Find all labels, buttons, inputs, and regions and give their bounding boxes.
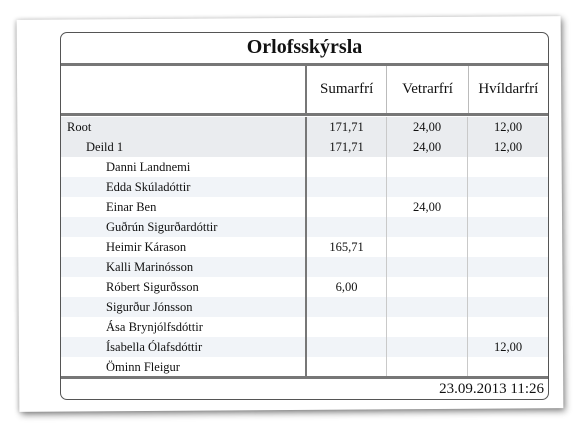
column-header-sumarfri: Sumarfrí [307, 66, 388, 113]
cell-hvildarfri [468, 157, 548, 177]
cell-hvildarfri [468, 317, 548, 337]
row-name: Kalli Marinósson [61, 257, 307, 277]
cell-hvildarfri [468, 357, 548, 377]
cell-sumarfri [307, 357, 387, 377]
report-timestamp: 23.09.2013 11:26 [61, 376, 548, 399]
cell-sumarfri [307, 217, 387, 237]
row-name: Guðrún Sigurðardóttir [61, 217, 307, 237]
row-name: Deild 1 [61, 137, 307, 157]
table-row: Root 171,71 24,00 12,00 [61, 117, 548, 137]
cell-vetrarfri [387, 177, 468, 197]
column-header-vetrarfri: Vetrarfrí [387, 66, 469, 113]
row-name: Danni Landnemi [61, 157, 307, 177]
cell-hvildarfri: 12,00 [468, 117, 548, 137]
cell-sumarfri [307, 197, 387, 217]
name-column-header [61, 66, 307, 113]
cell-sumarfri: 6,00 [307, 277, 387, 297]
cell-vetrarfri [387, 217, 468, 237]
cell-sumarfri: 171,71 [307, 117, 387, 137]
cell-hvildarfri [468, 217, 548, 237]
table-row: Róbert Sigurðsson 6,00 [61, 277, 548, 297]
table-row: Edda Skúladóttir [61, 177, 548, 197]
row-name: Ísabella Ólafsdóttir [61, 337, 307, 357]
cell-vetrarfri: 24,00 [387, 117, 468, 137]
table-row: Guðrún Sigurðardóttir [61, 217, 548, 237]
table-row: Ísabella Ólafsdóttir 12,00 [61, 337, 548, 357]
row-name: Edda Skúladóttir [61, 177, 307, 197]
cell-sumarfri [307, 157, 387, 177]
cell-hvildarfri [468, 237, 548, 257]
cell-hvildarfri [468, 257, 548, 277]
column-header-hvildarfri: Hvíldarfrí [478, 81, 539, 97]
row-name: Einar Ben [61, 197, 307, 217]
cell-vetrarfri [387, 277, 468, 297]
cell-vetrarfri [387, 257, 468, 277]
row-name: Róbert Sigurðsson [61, 277, 307, 297]
vacation-report: Orlofsskýrsla Sumarfrí Vetrarfrí Hvíldar… [60, 32, 549, 400]
cell-vetrarfri [387, 337, 468, 357]
cell-hvildarfri [468, 177, 548, 197]
column-header-row: Sumarfrí Vetrarfrí Hvíldarfrí [61, 66, 548, 116]
row-name: Öminn Fleigur [61, 357, 307, 377]
cell-vetrarfri: 24,00 [387, 137, 468, 157]
table-row: Öminn Fleigur [61, 357, 548, 377]
table-row: Ása Brynjólfsdóttir [61, 317, 548, 337]
cell-hvildarfri [468, 277, 548, 297]
cell-vetrarfri [387, 157, 468, 177]
cell-sumarfri [307, 337, 387, 357]
cell-hvildarfri [468, 297, 548, 317]
cell-vetrarfri [387, 297, 468, 317]
cell-vetrarfri: 24,00 [387, 197, 468, 217]
table-row: Danni Landnemi [61, 157, 548, 177]
table-row: Heimir Kárason 165,71 [61, 237, 548, 257]
cell-sumarfri [307, 297, 387, 317]
row-name: Root [61, 117, 307, 137]
cell-sumarfri [307, 177, 387, 197]
report-title: Orlofsskýrsla [61, 33, 548, 66]
cell-sumarfri: 171,71 [307, 137, 387, 157]
cell-hvildarfri: 12,00 [468, 337, 548, 357]
cell-vetrarfri [387, 317, 468, 337]
cell-hvildarfri: 12,00 [468, 137, 548, 157]
report-body: Root 171,71 24,00 12,00 Deild 1 171,71 24,00 12… [61, 116, 548, 377]
table-row: Sigurður Jónsson [61, 297, 548, 317]
row-name: Sigurður Jónsson [61, 297, 307, 317]
cell-hvildarfri [468, 197, 548, 217]
row-name: Heimir Kárason [61, 237, 307, 257]
cell-vetrarfri [387, 357, 468, 377]
cell-vetrarfri [387, 237, 468, 257]
cell-sumarfri [307, 317, 387, 337]
table-row: Kalli Marinósson [61, 257, 548, 277]
table-row: Einar Ben 24,00 [61, 197, 548, 217]
row-name: Ása Brynjólfsdóttir [61, 317, 307, 337]
table-row: Deild 1 171,71 24,00 12,00 [61, 137, 548, 157]
cell-sumarfri [307, 257, 387, 277]
cell-sumarfri: 165,71 [307, 237, 387, 257]
